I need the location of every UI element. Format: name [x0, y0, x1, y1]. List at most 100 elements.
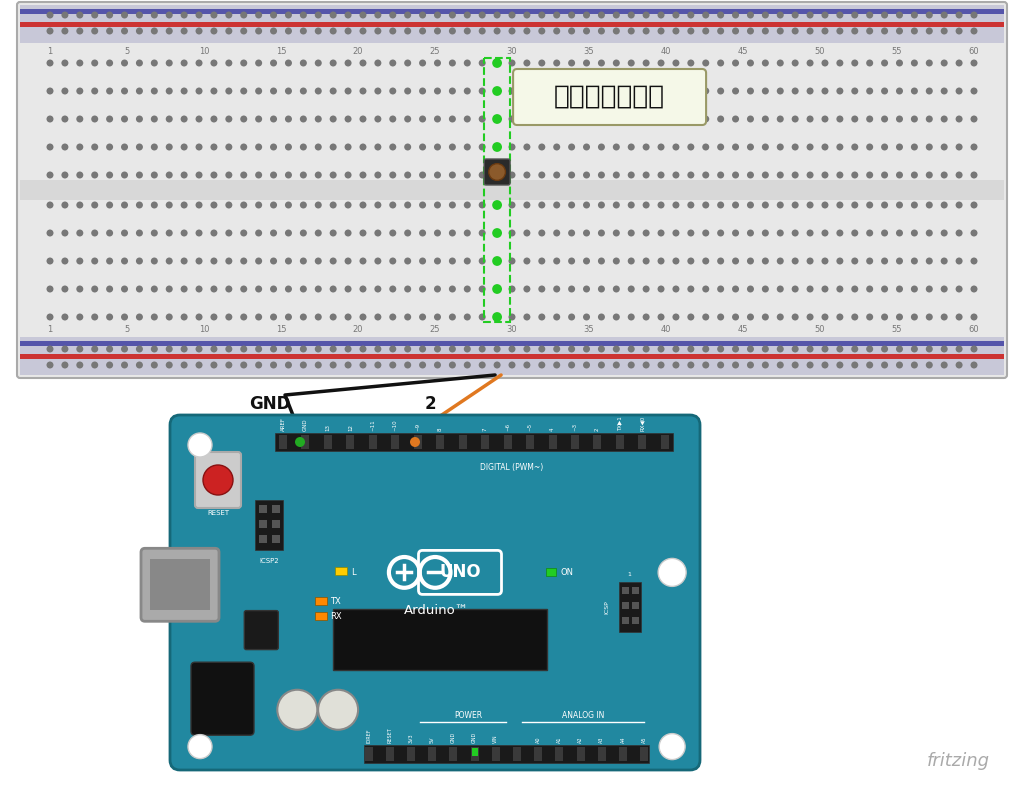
Bar [526, 435, 535, 449]
Circle shape [971, 87, 978, 94]
Circle shape [166, 258, 173, 265]
Circle shape [598, 346, 605, 353]
Circle shape [509, 144, 515, 151]
Circle shape [404, 28, 412, 35]
Circle shape [971, 116, 978, 122]
Circle shape [494, 116, 501, 122]
Text: fritzing: fritzing [927, 752, 990, 770]
Circle shape [136, 12, 143, 18]
Circle shape [359, 346, 367, 353]
Circle shape [493, 86, 502, 96]
Circle shape [762, 144, 769, 151]
Circle shape [61, 116, 69, 122]
Circle shape [673, 201, 680, 209]
Circle shape [285, 362, 292, 369]
Circle shape [196, 346, 203, 353]
Circle shape [717, 258, 724, 265]
Circle shape [583, 346, 590, 353]
Circle shape [77, 59, 83, 67]
Circle shape [673, 285, 680, 293]
Circle shape [91, 362, 98, 369]
Circle shape [180, 28, 187, 35]
Circle shape [509, 28, 515, 35]
Circle shape [61, 59, 69, 67]
Circle shape [717, 59, 724, 67]
Circle shape [91, 258, 98, 265]
Circle shape [270, 229, 278, 236]
Circle shape [91, 201, 98, 209]
Circle shape [404, 171, 412, 178]
Circle shape [612, 258, 620, 265]
Circle shape [225, 59, 232, 67]
Text: 40: 40 [660, 47, 672, 56]
Circle shape [285, 229, 292, 236]
Circle shape [777, 87, 783, 94]
Circle shape [359, 313, 367, 320]
FancyBboxPatch shape [195, 452, 241, 508]
Circle shape [523, 313, 530, 320]
Circle shape [612, 201, 620, 209]
Circle shape [657, 28, 665, 35]
Bar [615, 435, 624, 449]
Circle shape [91, 144, 98, 151]
Circle shape [777, 59, 783, 67]
Circle shape [851, 87, 858, 94]
Circle shape [404, 285, 412, 293]
Circle shape [851, 28, 858, 35]
Text: タクトスイッチ: タクトスイッチ [554, 84, 666, 110]
Circle shape [404, 12, 412, 18]
Circle shape [166, 87, 173, 94]
Circle shape [746, 285, 754, 293]
Bar [259, 520, 267, 528]
Circle shape [493, 170, 502, 180]
Circle shape [494, 171, 501, 178]
Circle shape [687, 87, 694, 94]
Circle shape [300, 171, 307, 178]
Text: 15: 15 [275, 47, 287, 56]
Circle shape [643, 144, 649, 151]
Circle shape [673, 59, 680, 67]
Circle shape [732, 201, 739, 209]
Circle shape [106, 201, 113, 209]
Circle shape [389, 171, 396, 178]
Circle shape [509, 12, 515, 18]
Circle shape [300, 229, 307, 236]
Circle shape [300, 12, 307, 18]
Circle shape [196, 362, 203, 369]
Circle shape [732, 87, 739, 94]
Circle shape [941, 144, 947, 151]
Circle shape [151, 229, 158, 236]
Circle shape [255, 201, 262, 209]
Circle shape [926, 362, 933, 369]
Text: 45: 45 [737, 47, 749, 56]
Circle shape [702, 362, 710, 369]
Circle shape [509, 258, 515, 265]
Circle shape [837, 229, 844, 236]
Circle shape [91, 313, 98, 320]
Circle shape [344, 362, 351, 369]
Circle shape [464, 362, 471, 369]
Circle shape [553, 313, 560, 320]
Circle shape [318, 690, 358, 730]
Circle shape [196, 28, 203, 35]
Circle shape [449, 87, 456, 94]
Circle shape [91, 346, 98, 353]
Circle shape [553, 171, 560, 178]
Circle shape [866, 285, 873, 293]
Circle shape [821, 171, 828, 178]
Circle shape [657, 285, 665, 293]
Circle shape [419, 229, 426, 236]
Circle shape [777, 144, 783, 151]
Circle shape [673, 229, 680, 236]
Circle shape [746, 171, 754, 178]
Circle shape [434, 116, 441, 122]
Circle shape [77, 28, 83, 35]
Circle shape [523, 59, 530, 67]
Circle shape [821, 258, 828, 265]
Circle shape [568, 59, 575, 67]
Circle shape [285, 313, 292, 320]
Circle shape [180, 201, 187, 209]
Circle shape [434, 28, 441, 35]
Circle shape [762, 346, 769, 353]
Text: A0: A0 [536, 737, 541, 743]
